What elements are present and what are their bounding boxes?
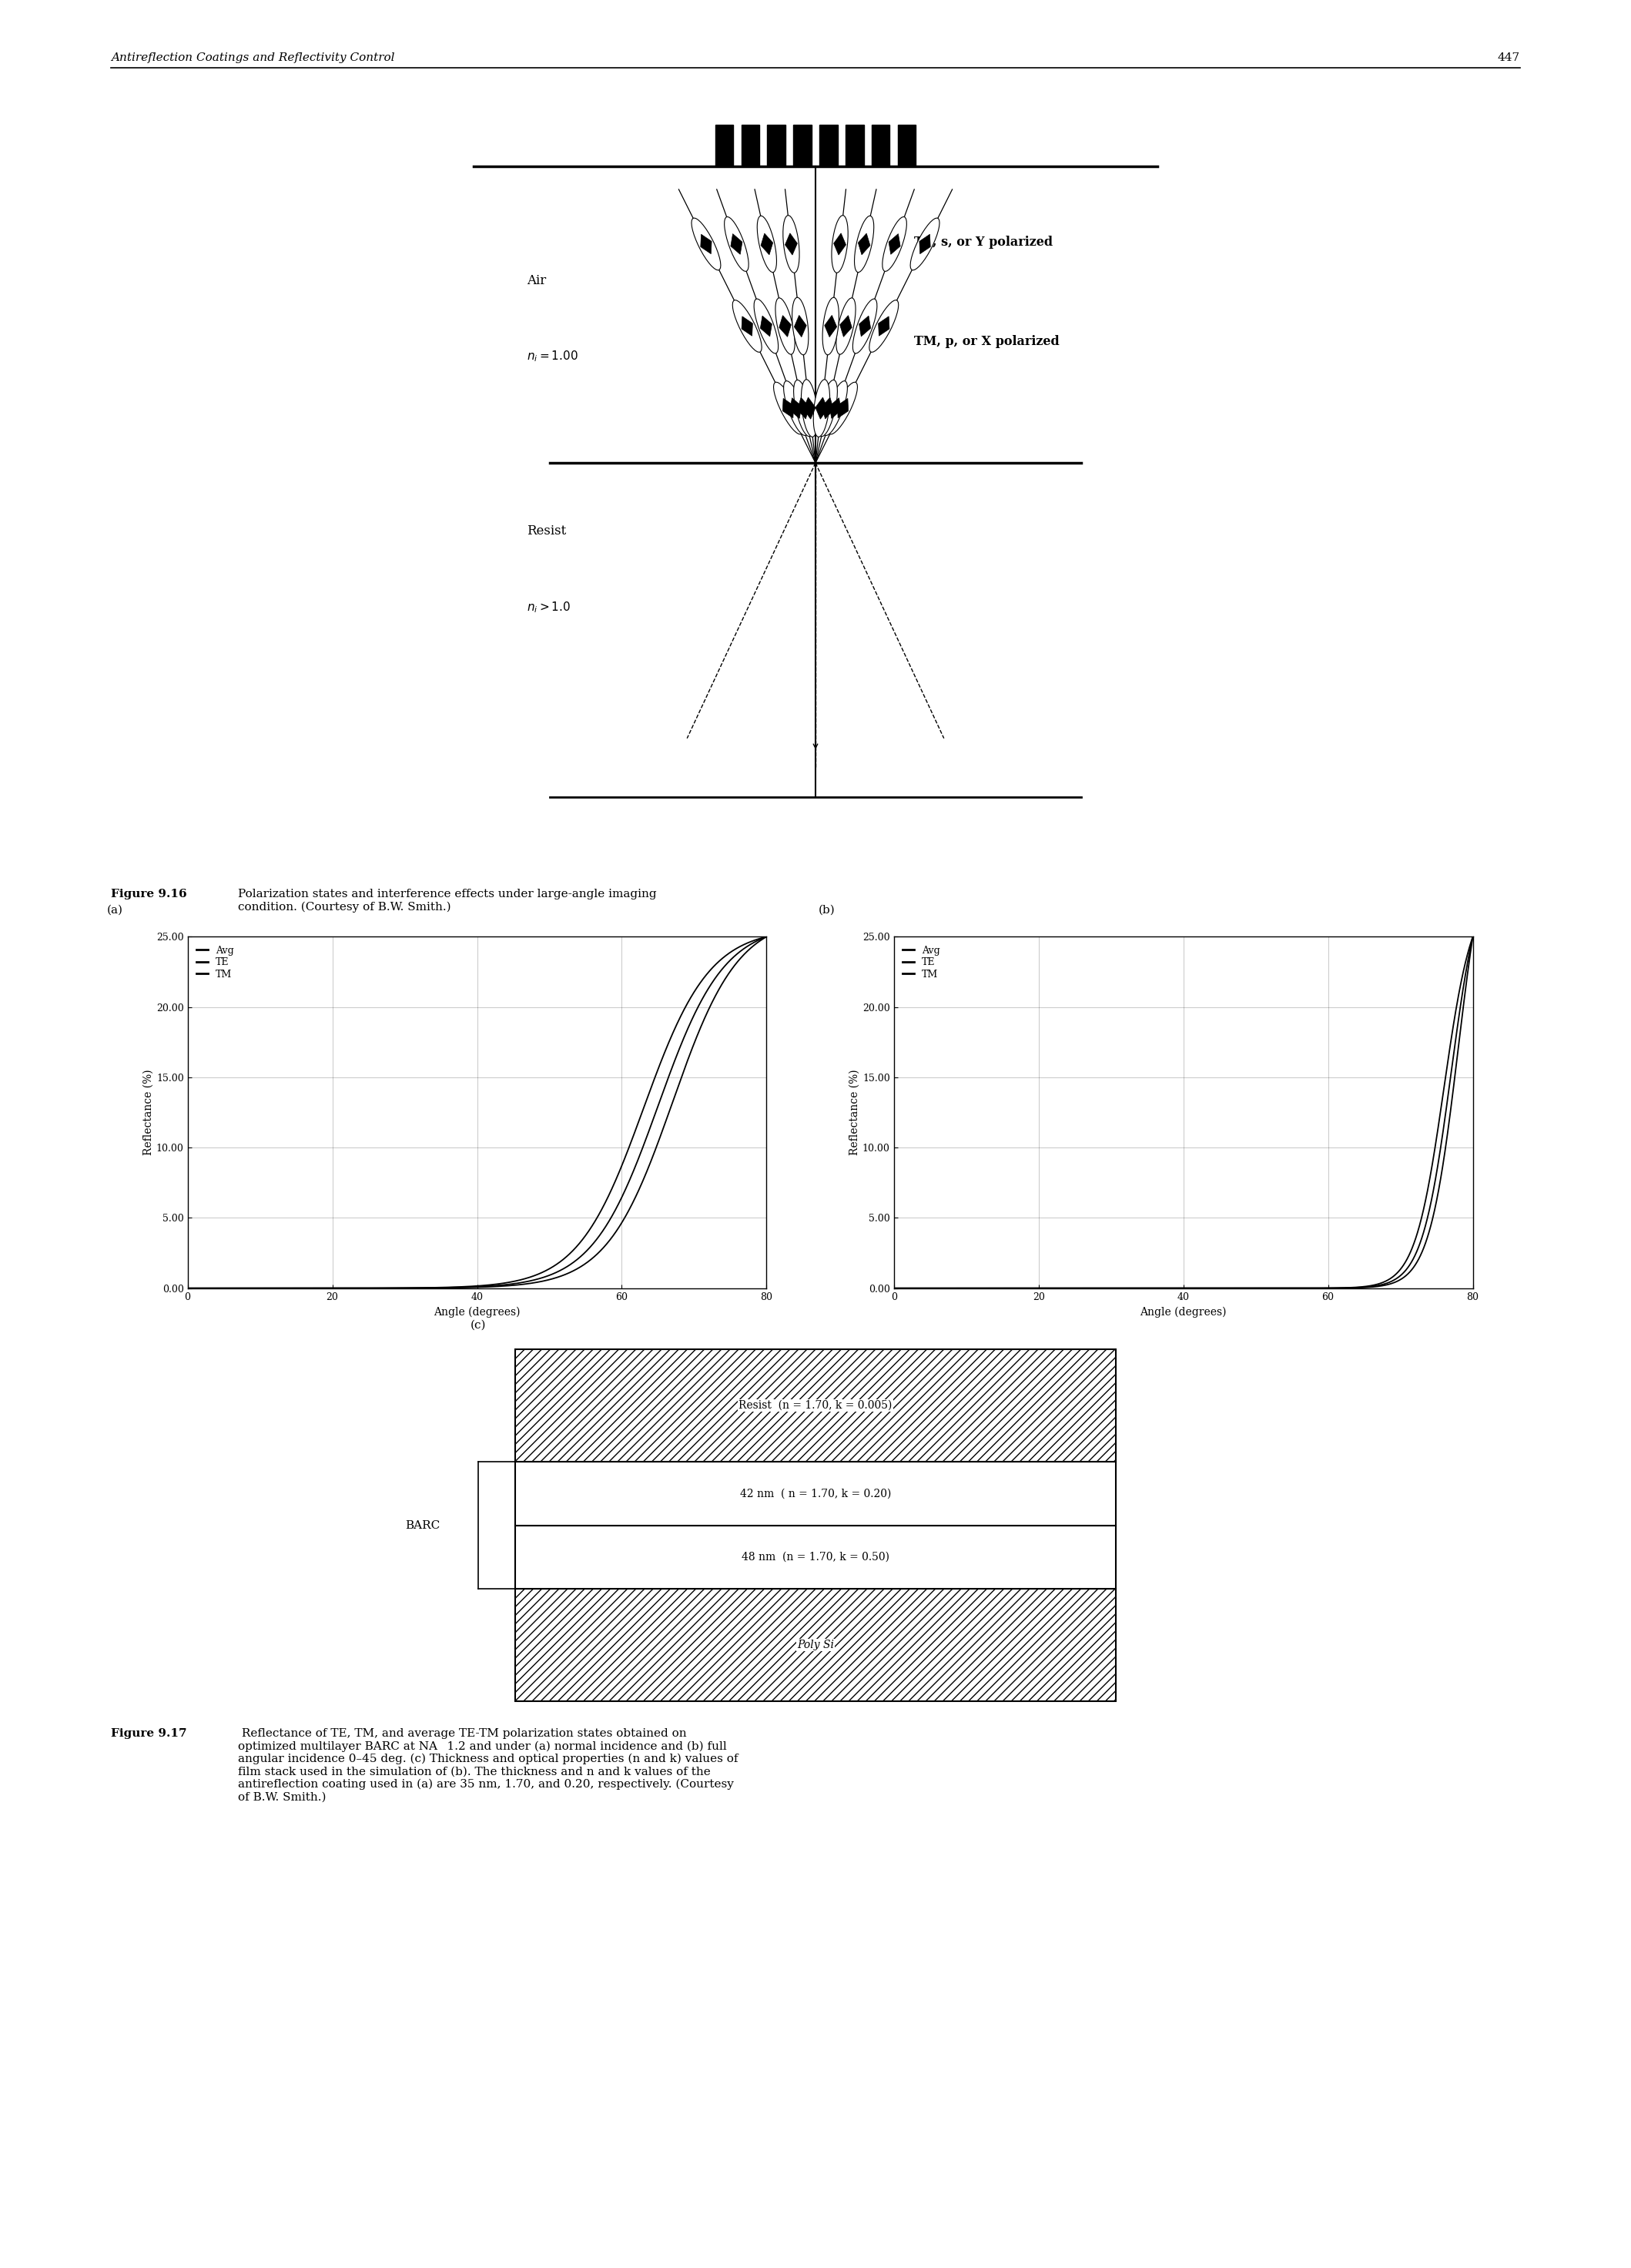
- Polygon shape: [816, 397, 827, 420]
- Ellipse shape: [783, 215, 799, 272]
- Text: TM, p, or X polarized: TM, p, or X polarized: [915, 336, 1060, 347]
- Polygon shape: [858, 234, 869, 254]
- Polygon shape: [830, 397, 842, 420]
- Ellipse shape: [757, 215, 776, 272]
- Text: (a): (a): [106, 905, 122, 916]
- Ellipse shape: [819, 381, 837, 435]
- Ellipse shape: [794, 381, 812, 435]
- Ellipse shape: [773, 381, 802, 433]
- Polygon shape: [742, 315, 752, 336]
- Bar: [767, 125, 786, 166]
- Ellipse shape: [869, 299, 899, 352]
- Y-axis label: Reflectance (%): Reflectance (%): [850, 1070, 860, 1154]
- Bar: [515, 1590, 1116, 1701]
- Ellipse shape: [837, 297, 856, 354]
- Ellipse shape: [822, 297, 838, 354]
- Text: TE, s, or Y polarized: TE, s, or Y polarized: [915, 236, 1054, 249]
- Ellipse shape: [692, 218, 721, 270]
- Ellipse shape: [853, 299, 877, 354]
- Text: $n_i = 1.00$: $n_i = 1.00$: [527, 349, 577, 363]
- Bar: [515, 1524, 1116, 1590]
- Ellipse shape: [793, 297, 809, 354]
- X-axis label: Angle (degrees): Angle (degrees): [434, 1306, 520, 1318]
- Ellipse shape: [754, 299, 778, 354]
- Polygon shape: [889, 234, 900, 254]
- Polygon shape: [701, 234, 711, 254]
- Text: 42 nm  ( n = 1.70, k = 0.20): 42 nm ( n = 1.70, k = 0.20): [740, 1488, 891, 1499]
- Ellipse shape: [732, 299, 762, 352]
- Ellipse shape: [855, 215, 874, 272]
- Polygon shape: [920, 234, 930, 254]
- Ellipse shape: [824, 381, 848, 435]
- Polygon shape: [780, 315, 791, 338]
- Ellipse shape: [814, 379, 830, 438]
- Polygon shape: [860, 315, 871, 336]
- Bar: [515, 1590, 1116, 1701]
- Text: Reflectance of TE, TM, and average TE-TM polarization states obtained on
optimiz: Reflectance of TE, TM, and average TE-TM…: [238, 1728, 739, 1803]
- Text: Figure 9.17: Figure 9.17: [111, 1728, 191, 1740]
- Polygon shape: [798, 397, 809, 420]
- Text: Resist: Resist: [527, 524, 566, 538]
- Legend: Avg, TE, TM: Avg, TE, TM: [192, 941, 238, 982]
- Ellipse shape: [775, 297, 794, 354]
- Text: Poly Si: Poly Si: [798, 1640, 833, 1651]
- Bar: [897, 125, 915, 166]
- Polygon shape: [731, 234, 742, 254]
- Polygon shape: [825, 315, 837, 338]
- Ellipse shape: [910, 218, 939, 270]
- Bar: [515, 1349, 1116, 1461]
- Ellipse shape: [783, 381, 807, 435]
- Bar: [871, 125, 891, 166]
- Polygon shape: [837, 399, 848, 417]
- Text: Antireflection Coatings and Reflectivity Control: Antireflection Coatings and Reflectivity…: [111, 52, 395, 64]
- Text: Air: Air: [527, 274, 546, 288]
- Polygon shape: [879, 315, 889, 336]
- Text: BARC: BARC: [406, 1520, 440, 1531]
- Ellipse shape: [724, 218, 749, 272]
- Text: Resist  (n = 1.70, k = 0.005): Resist (n = 1.70, k = 0.005): [739, 1399, 892, 1411]
- Bar: [515, 1461, 1116, 1524]
- Ellipse shape: [829, 381, 858, 433]
- Text: $n_i > 1.0$: $n_i > 1.0$: [527, 601, 571, 615]
- Text: Polarization states and interference effects under large-angle imaging
condition: Polarization states and interference eff…: [238, 889, 657, 912]
- Bar: [515, 1349, 1116, 1461]
- Polygon shape: [833, 234, 846, 254]
- Ellipse shape: [882, 218, 907, 272]
- Polygon shape: [762, 234, 773, 254]
- Text: 48 nm  (n = 1.70, k = 0.50): 48 nm (n = 1.70, k = 0.50): [742, 1551, 889, 1563]
- Legend: Avg, TE, TM: Avg, TE, TM: [899, 941, 944, 982]
- Text: Figure 9.16: Figure 9.16: [111, 889, 191, 900]
- Polygon shape: [840, 315, 851, 338]
- X-axis label: Angle (degrees): Angle (degrees): [1140, 1306, 1227, 1318]
- Bar: [740, 125, 760, 166]
- Bar: [819, 125, 838, 166]
- Ellipse shape: [832, 215, 848, 272]
- Polygon shape: [822, 397, 833, 420]
- Polygon shape: [785, 234, 798, 254]
- Polygon shape: [789, 397, 801, 420]
- Polygon shape: [804, 397, 816, 420]
- Bar: [716, 125, 734, 166]
- Polygon shape: [783, 399, 794, 417]
- Bar: [793, 125, 812, 166]
- Y-axis label: Reflectance (%): Reflectance (%): [144, 1070, 153, 1154]
- Text: (c): (c): [470, 1320, 486, 1331]
- Ellipse shape: [801, 379, 817, 438]
- Polygon shape: [794, 315, 806, 338]
- Text: (b): (b): [819, 905, 835, 916]
- Text: 447: 447: [1497, 52, 1520, 64]
- Polygon shape: [760, 315, 771, 336]
- Bar: [845, 125, 864, 166]
